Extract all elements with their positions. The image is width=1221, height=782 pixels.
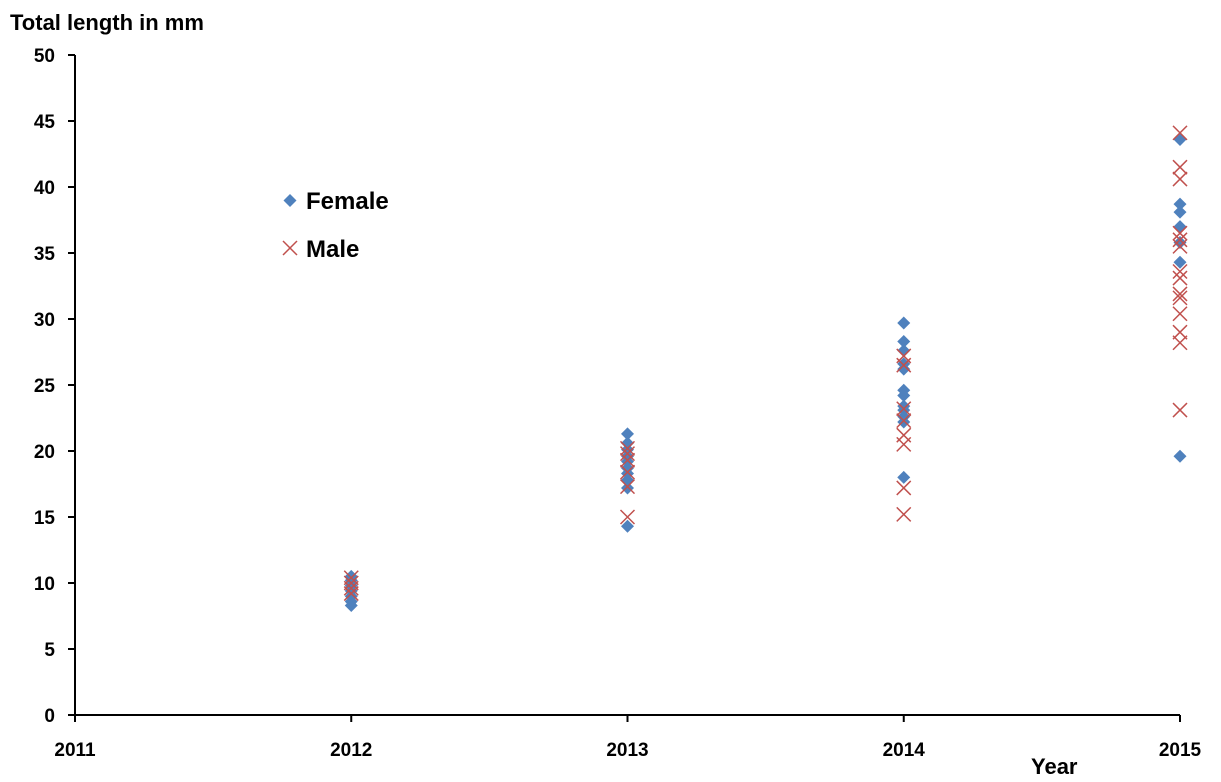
female-point bbox=[897, 399, 911, 413]
female-point bbox=[621, 449, 634, 463]
male-point bbox=[619, 464, 636, 480]
male-point bbox=[619, 446, 636, 462]
series-female bbox=[344, 132, 1187, 612]
male-point bbox=[343, 580, 359, 596]
male-point bbox=[1172, 402, 1188, 418]
tick-labels: 0 5 10 15 20 25 30 35 40 45 50 2011 2012 2013 2014 2015 bbox=[34, 46, 1202, 761]
y-tick-label: 10 bbox=[34, 574, 55, 595]
male-point bbox=[1172, 159, 1188, 175]
female-point bbox=[621, 427, 634, 441]
female-point bbox=[897, 357, 911, 371]
female-point bbox=[897, 334, 911, 348]
y-tick-label: 25 bbox=[34, 376, 56, 397]
female-point bbox=[1173, 255, 1187, 269]
male-point bbox=[1172, 324, 1188, 340]
male-point bbox=[1172, 286, 1188, 302]
y-tick-label: 40 bbox=[34, 178, 55, 199]
male-point bbox=[896, 413, 912, 429]
female-point bbox=[897, 470, 911, 484]
axes bbox=[68, 54, 1181, 722]
male-point bbox=[1172, 171, 1188, 187]
male-point bbox=[619, 452, 636, 468]
male-point bbox=[1172, 238, 1188, 254]
male-point bbox=[896, 427, 912, 443]
male-point bbox=[343, 575, 359, 591]
female-point bbox=[1173, 449, 1187, 463]
male-point bbox=[619, 440, 636, 456]
y-tick-label: 5 bbox=[44, 640, 55, 661]
female-point bbox=[621, 443, 634, 457]
y-tick-label: 35 bbox=[34, 244, 56, 265]
x-tick-label: 2014 bbox=[883, 740, 926, 761]
male-point bbox=[619, 479, 636, 495]
legend-female-label: Female bbox=[306, 188, 389, 215]
legend-male-marker bbox=[282, 240, 298, 256]
male-point bbox=[1172, 263, 1188, 280]
x-tick-label: 2013 bbox=[606, 740, 648, 761]
male-point bbox=[896, 480, 912, 496]
female-point bbox=[897, 344, 911, 358]
legend-male-label: Male bbox=[306, 236, 359, 263]
male-point bbox=[343, 586, 359, 602]
female-point bbox=[1173, 235, 1187, 249]
male-point bbox=[896, 506, 912, 522]
female-point bbox=[621, 436, 634, 450]
male-point bbox=[619, 509, 636, 525]
y-tick-label: 45 bbox=[34, 112, 56, 133]
y-tick-label: 30 bbox=[34, 310, 55, 331]
x-tick-label: 2015 bbox=[1159, 740, 1202, 761]
legend-female-marker bbox=[283, 194, 297, 207]
x-axis-title: Year bbox=[1031, 754, 1078, 779]
male-point bbox=[896, 401, 912, 417]
y-tick-label: 50 bbox=[34, 46, 55, 67]
x-tick-label: 2011 bbox=[54, 740, 96, 761]
female-point bbox=[621, 481, 634, 495]
series-male bbox=[343, 125, 1188, 602]
female-point bbox=[1173, 205, 1187, 219]
female-point bbox=[1173, 220, 1187, 234]
male-point bbox=[1172, 290, 1188, 306]
y-tick-label: 15 bbox=[34, 508, 56, 529]
male-point bbox=[1172, 335, 1188, 351]
y-axis-title: Total length in mm bbox=[10, 10, 204, 35]
legend: Female Male bbox=[282, 188, 389, 263]
male-point bbox=[1172, 270, 1188, 286]
female-point bbox=[897, 316, 911, 330]
female-point bbox=[621, 519, 634, 533]
data-points bbox=[343, 125, 1188, 612]
female-point bbox=[897, 383, 911, 397]
female-point bbox=[1173, 132, 1187, 146]
male-point bbox=[1172, 225, 1188, 241]
y-tick-label: 0 bbox=[44, 706, 55, 727]
male-point bbox=[896, 348, 912, 364]
male-point bbox=[1172, 125, 1188, 141]
male-point bbox=[1172, 306, 1188, 322]
male-point bbox=[1172, 232, 1188, 248]
female-point bbox=[1173, 197, 1187, 211]
female-point bbox=[897, 410, 911, 424]
male-point bbox=[343, 570, 359, 586]
female-point bbox=[621, 461, 634, 475]
x-tick-label: 2012 bbox=[330, 740, 372, 761]
y-tick-label: 20 bbox=[34, 442, 55, 463]
